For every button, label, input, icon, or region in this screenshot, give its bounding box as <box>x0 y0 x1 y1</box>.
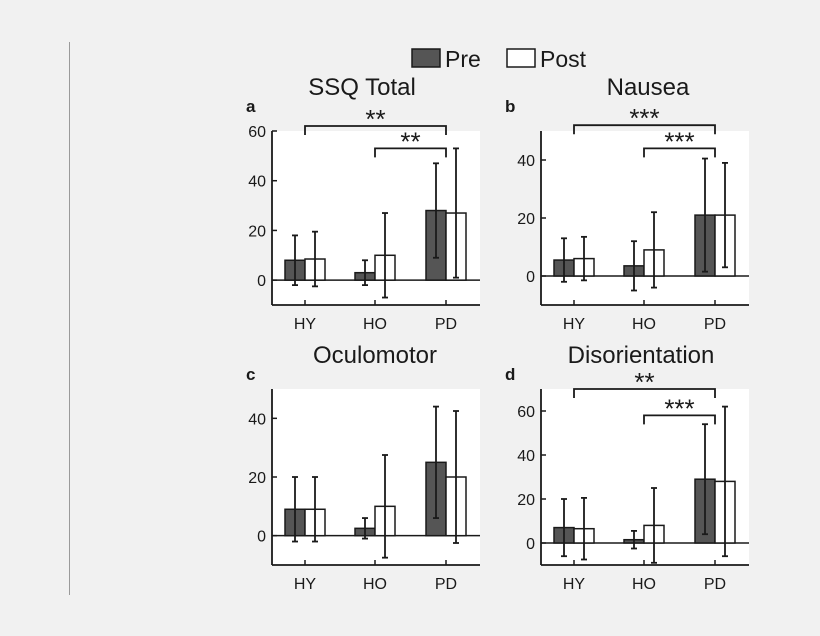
y-tick-label: 0 <box>257 273 266 290</box>
panel-letter: a <box>246 97 256 116</box>
significance-bracket <box>643 147 716 158</box>
y-tick-label: 60 <box>248 124 266 141</box>
legend: Pre Post <box>411 46 587 72</box>
x-tick-label: HY <box>294 576 317 593</box>
significance-bracket <box>573 124 716 135</box>
x-tick-label: HO <box>363 576 387 593</box>
significance-label: ** <box>634 367 654 397</box>
chart-title: Oculomotor <box>313 342 437 369</box>
y-tick-label: 20 <box>517 492 535 509</box>
legend-pre-swatch <box>411 48 441 68</box>
x-tick-label: HY <box>563 576 586 593</box>
legend-post-swatch <box>506 48 536 68</box>
significance-bracket <box>573 388 716 398</box>
page-divider-line <box>69 42 70 595</box>
chart-panel-a: SSQ Total a HY HO PD 0 20 40 60 ** ** <box>246 74 480 333</box>
x-tick-label: PD <box>435 316 457 333</box>
significance-bracket <box>374 147 447 158</box>
panel-letter: b <box>505 97 515 116</box>
x-tick-label: HY <box>294 316 317 333</box>
y-tick-label: 0 <box>257 529 266 546</box>
y-tick-label: 20 <box>248 470 266 487</box>
y-tick-label: 0 <box>526 536 535 553</box>
significance-label: *** <box>629 103 659 133</box>
significance-label: *** <box>664 126 694 156</box>
chart-panel-b: Nausea b HY HO PD 0 20 40 ****** <box>505 74 749 333</box>
legend-pre-label: Pre <box>445 46 481 72</box>
chart-panel-c: Oculomotor c HY HO PD 0 20 40 <box>246 342 480 593</box>
chart-title: Nausea <box>607 74 690 101</box>
panel-letter: d <box>505 365 515 384</box>
x-tick-label: PD <box>435 576 457 593</box>
x-tick-label: PD <box>704 576 726 593</box>
legend-post-label: Post <box>540 46 587 72</box>
y-tick-label: 40 <box>248 174 266 191</box>
significance-label: ** <box>400 126 420 156</box>
x-tick-label: PD <box>704 316 726 333</box>
y-tick-label: 0 <box>526 269 535 286</box>
chart-title: Disorientation <box>568 342 715 369</box>
x-tick-label: HO <box>632 316 656 333</box>
y-tick-label: 40 <box>517 448 535 465</box>
significance-bracket <box>304 125 447 136</box>
y-tick-label: 20 <box>248 223 266 240</box>
y-tick-label: 40 <box>248 411 266 428</box>
x-tick-label: HY <box>563 316 586 333</box>
y-tick-label: 60 <box>517 404 535 421</box>
significance-label: ** <box>365 104 385 134</box>
y-tick-label: 20 <box>517 211 535 228</box>
panel-letter: c <box>246 365 255 384</box>
significance-bracket <box>643 414 716 425</box>
x-tick-label: HO <box>363 316 387 333</box>
panels: SSQ Total a HY HO PD 0 20 40 60 ** ** Nausea b HY HO PD… <box>246 74 749 593</box>
x-tick-label: HO <box>632 576 656 593</box>
chart-title: SSQ Total <box>308 74 416 101</box>
y-tick-label: 40 <box>517 153 535 170</box>
significance-label: *** <box>664 393 694 423</box>
